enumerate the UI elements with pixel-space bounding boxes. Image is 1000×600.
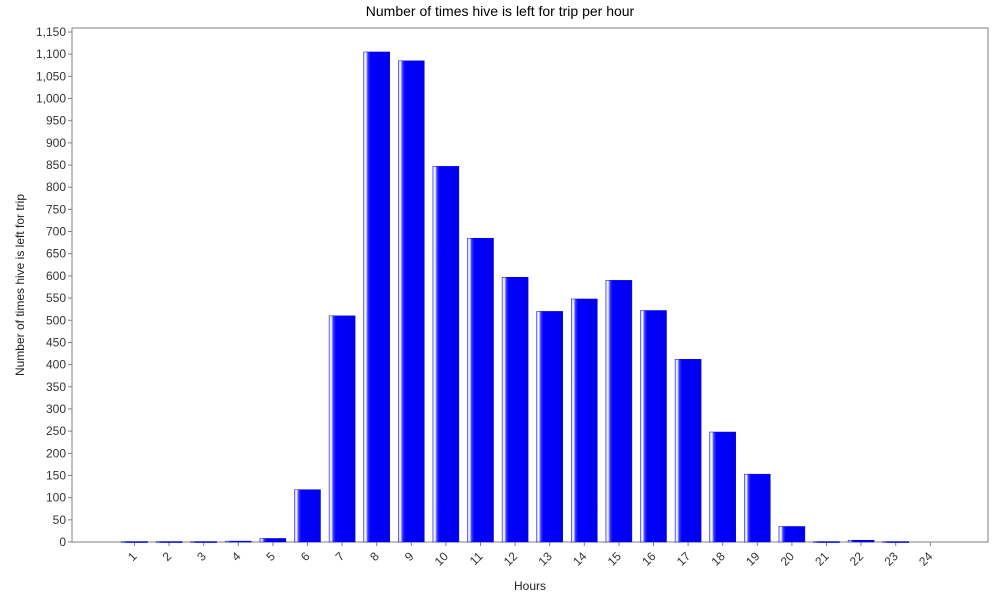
x-tick-label: 20 xyxy=(778,549,798,569)
x-tick-label: 18 xyxy=(708,549,728,569)
x-tick-label: 1 xyxy=(125,549,140,564)
y-tick-label: 250 xyxy=(46,424,66,438)
bar-hour-19 xyxy=(744,473,771,543)
bar-hour-21 xyxy=(813,541,840,543)
bar-hour-17 xyxy=(674,359,702,543)
bar-hour-10 xyxy=(432,166,460,543)
x-tick-label: 16 xyxy=(639,549,659,569)
bar-hour-6 xyxy=(294,489,321,543)
chart-title: Number of times hive is left for trip pe… xyxy=(365,3,635,19)
y-tick-label: 300 xyxy=(46,402,66,416)
y-tick-label: 100 xyxy=(46,491,66,505)
x-tick-label: 5 xyxy=(263,549,278,564)
x-tick-label: 24 xyxy=(916,549,936,569)
y-tick-label: 950 xyxy=(46,114,66,128)
y-tick-label: 750 xyxy=(46,202,66,216)
bar-hour-22 xyxy=(847,539,875,543)
x-tick-label: 14 xyxy=(570,549,590,569)
y-axis: 0 50 100 150 200 250 300 350 400 450 500 550 600 650 7… xyxy=(36,25,72,549)
x-tick-label: 3 xyxy=(194,549,209,564)
x-tick-label: 7 xyxy=(333,549,348,564)
bars xyxy=(121,51,909,543)
bar-hour-1 xyxy=(121,541,148,543)
x-tick-label: 13 xyxy=(535,549,555,569)
x-tick-label: 4 xyxy=(229,549,244,564)
x-tick-label: 15 xyxy=(605,549,625,569)
bar-hour-3 xyxy=(190,541,217,543)
x-tick-label: 12 xyxy=(501,549,521,569)
bar-hour-12 xyxy=(501,276,529,543)
y-tick-label: 500 xyxy=(46,313,66,327)
bar-hour-4 xyxy=(225,540,252,543)
x-tick-label: 6 xyxy=(298,549,313,564)
y-tick-label: 1,100 xyxy=(36,47,66,61)
x-axis: 1 2 3 4 5 6 7 8 9 10 11 12 13 14 15 16 17 18 19 20 21 22 23 24 xyxy=(125,542,936,569)
y-tick-label: 900 xyxy=(46,136,66,150)
x-tick-label: 17 xyxy=(674,549,694,569)
y-tick-label: 200 xyxy=(46,446,66,460)
y-tick-label: 400 xyxy=(46,358,66,372)
x-tick-label: 2 xyxy=(160,549,175,564)
x-tick-label: 10 xyxy=(432,549,452,569)
y-tick-label: 600 xyxy=(46,269,66,283)
x-axis-label: Hours xyxy=(513,579,546,593)
bar-hour-8 xyxy=(363,51,390,543)
bar-hour-13 xyxy=(536,311,563,543)
x-tick-label: 22 xyxy=(847,549,867,569)
y-tick-label: 1,150 xyxy=(36,25,66,39)
y-tick-label: 550 xyxy=(46,291,66,305)
bar-hour-7 xyxy=(328,315,356,543)
y-tick-label: 1,050 xyxy=(36,69,66,83)
y-tick-label: 350 xyxy=(46,380,66,394)
bar-hour-14 xyxy=(571,298,598,543)
x-tick-label: 21 xyxy=(812,549,832,569)
bar-hour-11 xyxy=(467,237,494,543)
y-tick-label: 50 xyxy=(53,513,67,527)
y-tick-label: 800 xyxy=(46,180,66,194)
bar-hour-20 xyxy=(778,526,806,543)
bar-hour-2 xyxy=(155,541,183,543)
bar-hour-9 xyxy=(398,60,425,543)
plot-area xyxy=(71,27,989,543)
y-tick-label: 650 xyxy=(46,247,66,261)
bar-hour-5 xyxy=(259,538,287,543)
y-tick-label: 450 xyxy=(46,335,66,349)
bar-hour-16 xyxy=(640,310,667,543)
x-tick-label: 9 xyxy=(402,549,417,564)
bar-hour-15 xyxy=(605,280,633,543)
x-tick-label: 8 xyxy=(367,549,382,564)
y-tick-label: 0 xyxy=(59,535,66,549)
y-tick-label: 850 xyxy=(46,158,66,172)
bar-hour-23 xyxy=(882,541,909,543)
y-tick-label: 1,000 xyxy=(36,92,66,106)
bar-hour-18 xyxy=(709,431,736,543)
y-tick-label: 150 xyxy=(46,468,66,482)
x-tick-label: 11 xyxy=(467,549,486,568)
x-tick-label: 23 xyxy=(881,549,901,569)
y-tick-label: 700 xyxy=(46,225,66,239)
x-tick-label: 19 xyxy=(743,549,763,569)
